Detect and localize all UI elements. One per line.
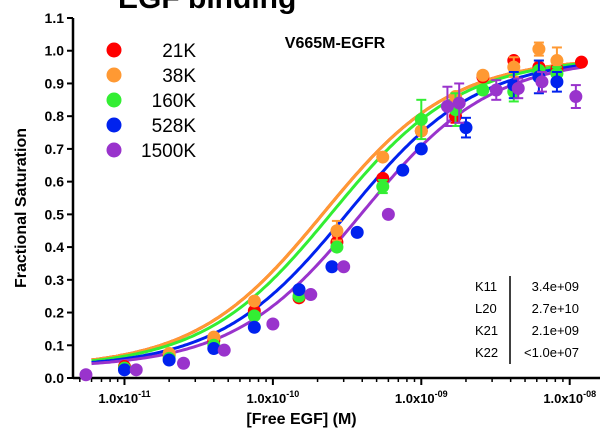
data-point-528k — [292, 283, 306, 297]
param-name: K11 — [475, 279, 497, 294]
data-point-1500k — [569, 90, 583, 104]
data-point-1500k — [535, 75, 549, 89]
data-point-38k — [532, 42, 546, 56]
data-point-38k — [476, 68, 490, 82]
x-tick-label: 1.0x10-10 — [246, 389, 299, 406]
x-tick-label: 1.0x10-08 — [543, 389, 596, 406]
legend-label: 1500K — [141, 141, 196, 162]
legend-label: 528K — [152, 116, 197, 137]
data-point-528k — [414, 142, 428, 156]
data-point-1500k — [440, 99, 454, 113]
legend-label: 21K — [162, 41, 196, 62]
legend-label: 160K — [152, 91, 197, 112]
y-tick-label: 0.5 — [45, 206, 65, 222]
data-point-38k — [550, 54, 564, 68]
x-tick-label: 1.0x10-11 — [98, 389, 150, 406]
data-point-1500k — [452, 96, 466, 110]
data-point-38k — [330, 224, 344, 238]
data-point-1500k — [266, 317, 280, 331]
y-tick-label: 0.2 — [45, 305, 65, 321]
param-value: 2.1e+09 — [532, 323, 579, 338]
chart-title: V665M-EGFR — [285, 35, 386, 52]
data-point-528k — [247, 320, 261, 334]
y-tick-label: 0.4 — [45, 239, 65, 255]
y-tick-label: 0.1 — [45, 337, 65, 353]
data-point-38k — [376, 150, 390, 164]
param-name: K21 — [475, 323, 498, 338]
y-tick-label: 0.7 — [45, 141, 65, 157]
data-point-160k — [247, 309, 261, 323]
data-point-528k — [325, 260, 339, 274]
y-axis-title: Fractional Saturation — [13, 128, 30, 288]
data-point-1500k — [304, 288, 318, 302]
figure-title: EGF binding — [118, 0, 296, 16]
data-point-1500k — [217, 343, 231, 357]
param-value: 2.7e+10 — [532, 301, 579, 316]
data-point-528k — [350, 225, 364, 239]
data-point-38k — [507, 60, 521, 74]
x-tick-label: 1.0x10-09 — [395, 389, 448, 406]
legend-label: 38K — [162, 66, 196, 87]
data-point-1500k — [337, 260, 351, 274]
data-point-160k — [414, 112, 428, 126]
fit-curve-38k — [91, 61, 582, 362]
data-point-528k — [207, 342, 221, 356]
data-point-1500k — [79, 368, 93, 382]
data-point-1500k — [381, 207, 395, 221]
data-point-38k — [247, 294, 261, 308]
data-point-528k — [459, 121, 473, 135]
y-tick-label: 0.8 — [45, 108, 65, 124]
x-axis-title: [Free EGF] (M) — [246, 411, 356, 428]
data-point-1500k — [511, 81, 525, 95]
data-point-528k — [550, 75, 564, 89]
param-value: 3.4e+09 — [532, 279, 579, 294]
data-point-528k — [162, 353, 176, 367]
data-point-21k — [574, 55, 588, 69]
fit-curve-160k — [91, 62, 582, 363]
data-point-160k — [476, 83, 490, 97]
y-tick-label: 1.1 — [45, 10, 65, 26]
data-point-1500k — [177, 356, 191, 370]
y-tick-label: 0.0 — [45, 370, 65, 386]
legend-marker-38k — [106, 67, 122, 83]
data-point-160k — [376, 180, 390, 194]
legend-marker-1500k — [106, 142, 122, 158]
param-value: <1.0e+07 — [524, 345, 579, 360]
y-tick-label: 1.0 — [45, 43, 65, 59]
y-tick-label: 0.3 — [45, 272, 65, 288]
y-tick-label: 0.9 — [45, 75, 65, 91]
data-point-1500k — [489, 83, 503, 97]
legend-marker-528k — [106, 117, 122, 133]
y-tick-label: 0.6 — [45, 174, 65, 190]
data-point-160k — [330, 240, 344, 254]
legend-marker-160k — [106, 92, 122, 108]
legend-marker-21k — [106, 42, 122, 58]
data-point-528k — [396, 163, 410, 177]
data-point-1500k — [129, 363, 143, 377]
param-name: K22 — [475, 345, 498, 360]
param-name: L20 — [475, 301, 497, 316]
data-point-528k — [117, 363, 131, 377]
